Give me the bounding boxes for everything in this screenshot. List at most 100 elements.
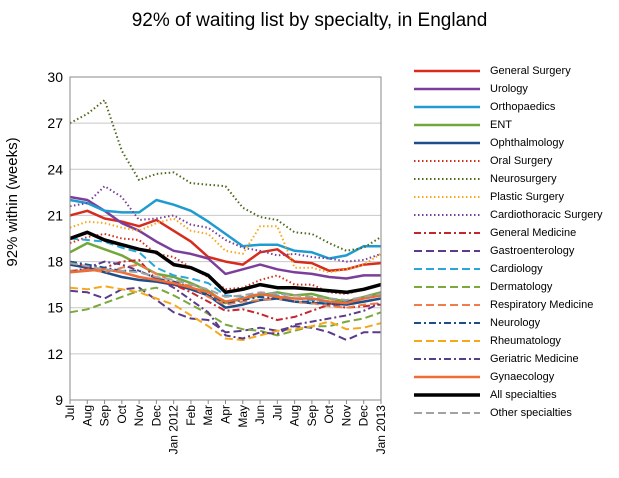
legend-label: Gynaecology — [490, 371, 555, 383]
legend-label: Respiratory Medicine — [490, 299, 594, 311]
x-tick-label: Aug — [80, 405, 94, 426]
x-tick-label: Apr — [219, 405, 233, 424]
legend-item: General Surgery — [412, 62, 617, 80]
legend-swatch — [414, 123, 480, 127]
plot-frame — [69, 76, 382, 401]
x-tick-label: Jul — [63, 405, 77, 420]
legend-item: All specialties — [412, 386, 617, 404]
legend-item: Geriatric Medicine — [412, 350, 617, 368]
legend-swatch — [414, 304, 480, 306]
series-line-gynaecology — [69, 268, 382, 305]
legend-swatch — [414, 178, 480, 180]
legend-item: ENT — [412, 116, 617, 134]
series-line-cardiology — [69, 237, 382, 305]
y-tick-label: 24 — [47, 161, 63, 177]
y-tick-label: 18 — [47, 254, 63, 270]
legend-label: Orthopaedics — [490, 101, 556, 113]
legend-label: Other specialties — [490, 407, 572, 419]
legend-label: ENT — [490, 119, 512, 131]
x-tick-label: Feb — [184, 405, 198, 426]
legend-item: Other specialties — [412, 404, 617, 422]
x-tick-label: Jun — [253, 405, 267, 424]
legend-swatch — [414, 69, 480, 73]
series-lines — [69, 99, 382, 341]
legend-label: Plastic Surgery — [490, 191, 564, 203]
legend-swatch — [414, 141, 480, 145]
legend-label: General Surgery — [490, 65, 571, 77]
legend-swatch — [414, 196, 480, 198]
legend-item: Dermatology — [412, 278, 617, 296]
x-tick-labels: Jul Aug Sep Oct Nov Dec Jan 2012 Feb Mar Apr May Ju… — [63, 400, 388, 454]
legend-label: Neurosurgery — [490, 173, 557, 185]
series-line-geriatric-medicine — [69, 260, 382, 340]
legend-item: Rheumatology — [412, 332, 617, 350]
legend-swatch — [414, 393, 480, 397]
y-tick-label: 21 — [47, 207, 63, 223]
x-tick-label: May — [236, 405, 250, 428]
x-tick-label: Dec — [149, 405, 163, 426]
x-tick-label: Jul — [270, 405, 284, 420]
chart-title: 92% of waiting list by specialty, in Eng… — [131, 10, 488, 31]
legend-item: Orthopaedics — [412, 98, 617, 116]
legend-label: Dermatology — [490, 281, 553, 293]
gridlines — [70, 76, 381, 401]
legend-label: All specialties — [490, 389, 557, 401]
legend-swatch — [414, 214, 480, 216]
legend-item: Oral Surgery — [412, 152, 617, 170]
legend-swatch — [414, 232, 480, 234]
legend-item: Cardiology — [412, 260, 617, 278]
legend: General Surgery Urology Orthopaedics ENT Oph… — [412, 62, 617, 422]
series-line-dermatology — [69, 286, 382, 337]
legend-swatch — [414, 412, 480, 414]
x-tick-label: Nov — [132, 405, 146, 426]
legend-item: Cardiothoracic Surgery — [412, 206, 617, 224]
y-tick-labels: 9 12 15 18 21 24 27 30 — [47, 69, 63, 408]
legend-item: Gastroenterology — [412, 242, 617, 260]
series-line-orthopaedics — [69, 198, 381, 260]
series-line-general-medicine — [69, 259, 382, 321]
legend-swatch — [414, 87, 480, 91]
legend-item: Ophthalmology — [412, 134, 617, 152]
series-line-ophthalmology — [69, 263, 382, 309]
legend-swatch — [414, 375, 480, 379]
x-tick-label: Oct — [322, 404, 336, 423]
y-tick-label: 27 — [47, 115, 63, 131]
legend-item: Gynaecology — [412, 368, 617, 386]
legend-swatch — [414, 105, 480, 109]
legend-swatch — [414, 268, 480, 270]
x-tick-label: Aug — [288, 405, 302, 426]
y-tick-label: 12 — [47, 346, 63, 362]
y-tick-label: 30 — [47, 69, 63, 85]
legend-item: Neurosurgery — [412, 170, 617, 188]
y-tick-label: 9 — [55, 392, 63, 408]
x-tick-label: Oct — [115, 404, 129, 423]
legend-label: Cardiothoracic Surgery — [490, 209, 603, 221]
y-tick-label: 15 — [47, 300, 63, 316]
x-tick-label: Mar — [201, 405, 215, 426]
legend-label: Gastroenterology — [490, 245, 575, 257]
legend-item: Respiratory Medicine — [412, 296, 617, 314]
x-tick-label: Sep — [305, 405, 319, 427]
legend-label: Ophthalmology — [490, 137, 564, 149]
legend-swatch — [414, 322, 480, 324]
legend-label: Oral Surgery — [490, 155, 553, 167]
legend-label: General Medicine — [490, 227, 577, 239]
series-line-rheumatology — [69, 285, 382, 341]
legend-swatch — [414, 250, 480, 252]
legend-label: Neurology — [490, 317, 541, 329]
legend-swatch — [414, 160, 480, 162]
series-line-respiratory-medicine — [69, 263, 382, 309]
series-line-other-specialties — [69, 262, 382, 301]
series-line-cardiothoracic-surgery — [69, 185, 382, 263]
x-tick-label: Sep — [98, 405, 112, 427]
series-line-neurosurgery — [69, 99, 382, 252]
legend-item: General Medicine — [412, 224, 617, 242]
x-tick-label: Jan 2012 — [167, 405, 181, 455]
x-tick-label: Jan 2013 — [374, 405, 388, 455]
series-line-all-specialties — [69, 230, 382, 295]
legend-label: Geriatric Medicine — [490, 353, 579, 365]
legend-label: Cardiology — [490, 263, 543, 275]
legend-swatch — [414, 340, 480, 342]
series-line-urology — [69, 195, 381, 280]
